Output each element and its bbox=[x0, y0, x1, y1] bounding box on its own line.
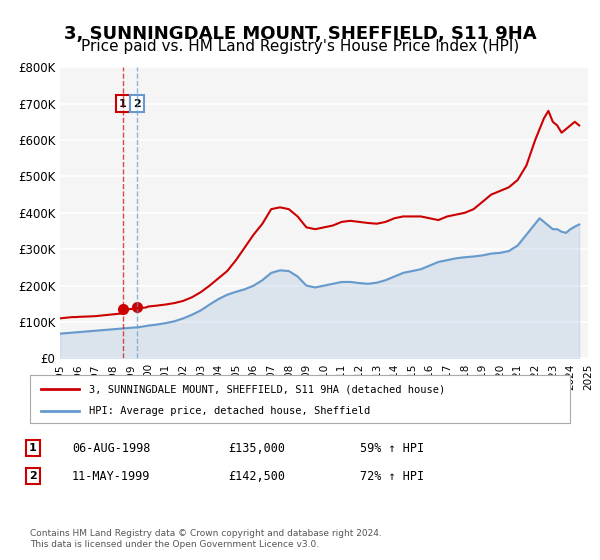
Text: 59% ↑ HPI: 59% ↑ HPI bbox=[360, 441, 424, 455]
Text: 3, SUNNINGDALE MOUNT, SHEFFIELD, S11 9HA: 3, SUNNINGDALE MOUNT, SHEFFIELD, S11 9HA bbox=[64, 25, 536, 43]
Text: £142,500: £142,500 bbox=[228, 469, 285, 483]
Text: 72% ↑ HPI: 72% ↑ HPI bbox=[360, 469, 424, 483]
Text: HPI: Average price, detached house, Sheffield: HPI: Average price, detached house, Shef… bbox=[89, 406, 371, 416]
Text: 2: 2 bbox=[133, 99, 140, 109]
Text: 3, SUNNINGDALE MOUNT, SHEFFIELD, S11 9HA (detached house): 3, SUNNINGDALE MOUNT, SHEFFIELD, S11 9HA… bbox=[89, 385, 446, 394]
Text: Price paid vs. HM Land Registry's House Price Index (HPI): Price paid vs. HM Land Registry's House … bbox=[81, 39, 519, 54]
Text: 11-MAY-1999: 11-MAY-1999 bbox=[72, 469, 151, 483]
Text: 1: 1 bbox=[29, 443, 37, 453]
Text: 1: 1 bbox=[119, 99, 127, 109]
Text: 06-AUG-1998: 06-AUG-1998 bbox=[72, 441, 151, 455]
Text: Contains HM Land Registry data © Crown copyright and database right 2024.
This d: Contains HM Land Registry data © Crown c… bbox=[30, 529, 382, 549]
Text: 2: 2 bbox=[29, 471, 37, 481]
Text: £135,000: £135,000 bbox=[228, 441, 285, 455]
